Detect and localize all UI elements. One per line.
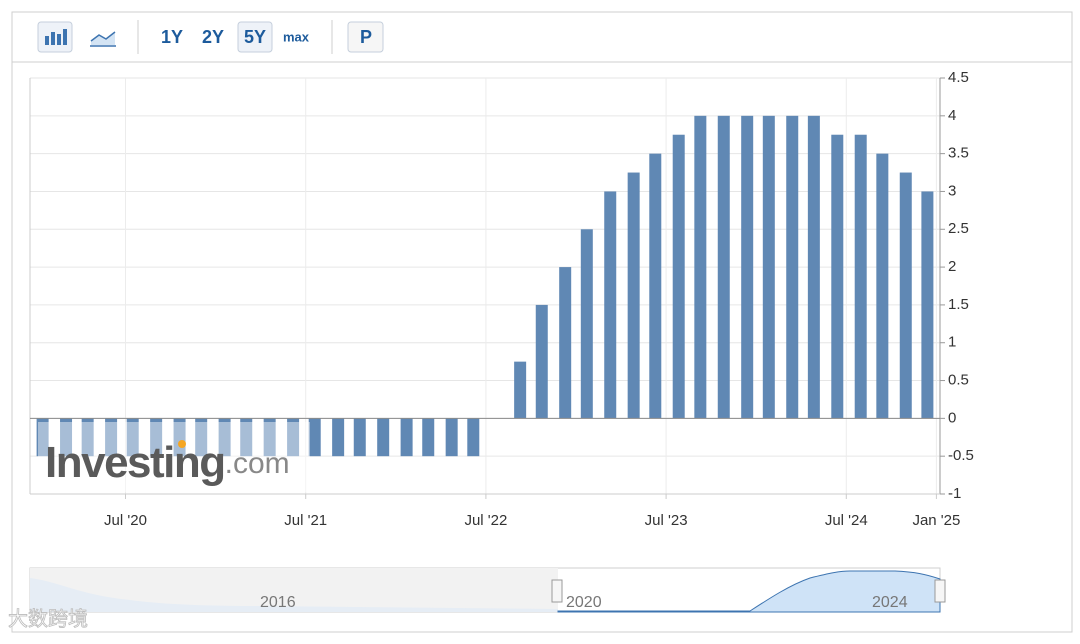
bar	[762, 115, 775, 419]
watermark-brand: Investing	[45, 438, 225, 487]
bar	[60, 418, 73, 457]
bar	[445, 418, 458, 457]
bar	[377, 418, 390, 457]
line-chart-button[interactable]	[86, 22, 120, 52]
navigator-handle[interactable]	[551, 579, 563, 603]
y-tick-label: 4	[948, 107, 956, 124]
bar	[694, 115, 707, 419]
range-button[interactable]: 5Y	[244, 27, 266, 47]
bar	[741, 115, 754, 419]
bar	[649, 153, 662, 419]
source-watermark: 大数跨境	[8, 607, 88, 630]
bar	[717, 115, 730, 419]
watermark-backdrop	[38, 422, 310, 492]
bar	[308, 418, 321, 457]
bar	[36, 418, 49, 457]
navigator-handle[interactable]	[934, 579, 946, 603]
bar	[400, 418, 413, 457]
bar	[514, 361, 527, 419]
bar	[240, 418, 253, 457]
bar	[218, 418, 231, 457]
bar	[195, 418, 208, 457]
range-button[interactable]: 1Y	[161, 27, 183, 47]
bar	[150, 418, 163, 457]
x-tick-label: Jul '20	[104, 512, 147, 529]
bar	[263, 418, 276, 457]
bar	[353, 418, 366, 457]
y-tick-label: 3.5	[948, 145, 969, 162]
bar	[831, 134, 844, 419]
y-tick-label: 2	[948, 258, 956, 275]
bar	[81, 418, 94, 457]
navigator-label: 2020	[566, 594, 602, 611]
y-tick-label: -1	[948, 485, 961, 502]
bar	[126, 418, 139, 457]
y-tick-label: 1	[948, 334, 956, 351]
navigator: 2016 2020 2024	[29, 567, 946, 613]
y-tick-label: 0	[948, 409, 956, 426]
x-tick-label: Jul '22	[464, 512, 507, 529]
p-button[interactable]: P	[360, 27, 372, 47]
bar	[535, 304, 548, 419]
bar	[287, 418, 300, 457]
bar	[467, 418, 480, 457]
y-tick-label: 4.5	[948, 69, 969, 86]
bar	[604, 191, 617, 419]
bar	[672, 134, 685, 419]
bar	[580, 229, 593, 419]
bar	[854, 134, 867, 419]
p-button-box	[347, 21, 384, 53]
range-button[interactable]: max	[283, 29, 310, 44]
bar	[422, 418, 435, 457]
bar	[807, 115, 820, 419]
x-tick-label: Jul '21	[284, 512, 327, 529]
watermark: Investing.com	[45, 438, 290, 487]
active-range-box	[237, 21, 273, 53]
bar	[921, 191, 934, 419]
y-tick-label: 3	[948, 182, 956, 199]
navigator-history	[30, 578, 558, 612]
navigator-label: 2024	[872, 594, 908, 611]
y-tick-label: 2.5	[948, 220, 969, 237]
y-tick-label: 0.5	[948, 372, 969, 389]
x-tick-label: Jul '24	[825, 512, 868, 529]
plot: -1 -0.5 0 0.5 1 1.5 2 2.5 3 3.5 4 4.5 Jul '20 Jul '21…	[29, 69, 974, 529]
watermark-dot	[178, 440, 186, 448]
bar	[332, 418, 345, 457]
x-tick-label: Jan '25	[912, 512, 960, 529]
navigator-label: 2016	[260, 594, 296, 611]
y-tick-label: -0.5	[948, 447, 974, 464]
bar	[899, 172, 912, 419]
navigator-series	[557, 570, 941, 613]
bar	[559, 267, 572, 419]
toolbar: 1Y 2Y 5Y max P	[37, 20, 384, 54]
bar-icon	[45, 29, 67, 45]
y-tick-label: 1.5	[948, 296, 969, 313]
bar	[105, 418, 118, 457]
bar	[876, 153, 889, 419]
bar	[627, 172, 640, 419]
x-tick-label: Jul '23	[645, 512, 688, 529]
watermark-suffix: .com	[225, 447, 290, 480]
bar	[786, 115, 799, 419]
range-button[interactable]: 2Y	[202, 27, 224, 47]
